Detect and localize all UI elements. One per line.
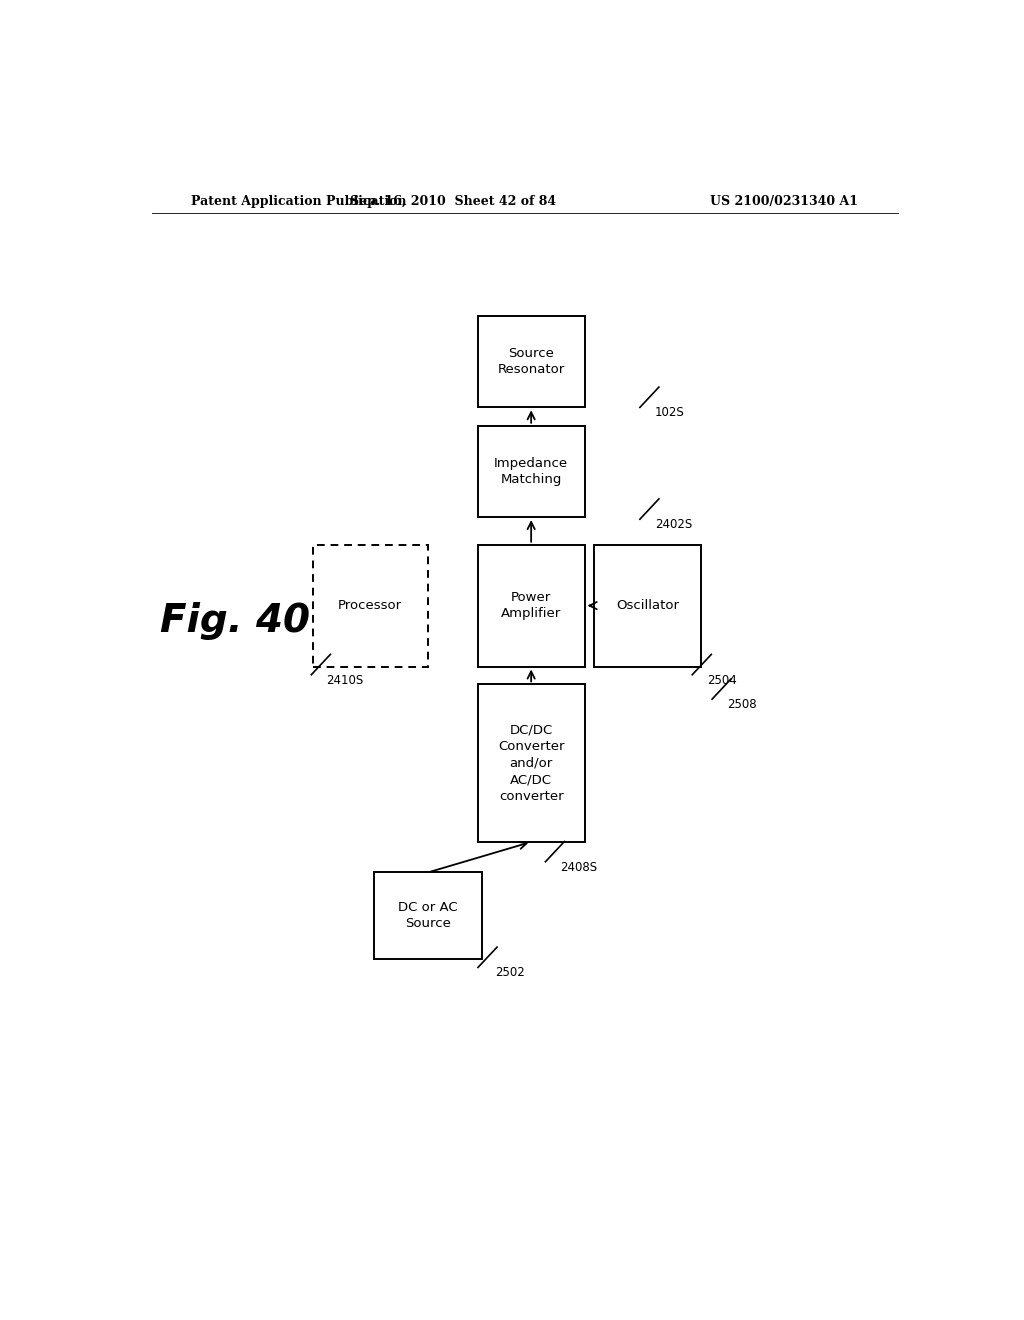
Bar [477,426,585,517]
Text: 2508: 2508 [727,698,757,711]
Text: Sep. 16, 2010  Sheet 42 of 84: Sep. 16, 2010 Sheet 42 of 84 [350,194,556,207]
Text: Power
Amplifier: Power Amplifier [501,591,561,620]
Text: DC/DC
Converter
and/or
AC/DC
converter: DC/DC Converter and/or AC/DC converter [498,723,564,803]
Text: 2402S: 2402S [655,519,692,531]
Text: 2408S: 2408S [560,861,598,874]
Bar [477,684,585,842]
Text: Oscillator: Oscillator [616,599,679,612]
Text: 2504: 2504 [708,673,737,686]
Text: US 2100/0231340 A1: US 2100/0231340 A1 [710,194,858,207]
Text: 2502: 2502 [495,966,524,979]
Bar [375,873,481,958]
Bar [594,545,701,667]
Text: Fig. 40: Fig. 40 [160,602,310,640]
Text: Patent Application Publication: Patent Application Publication [191,194,407,207]
Text: 2410S: 2410S [327,673,364,686]
Text: Impedance
Matching: Impedance Matching [495,457,568,486]
Text: DC or AC
Source: DC or AC Source [398,900,458,931]
Bar [477,545,585,667]
Text: 102S: 102S [655,407,685,420]
Bar [312,545,428,667]
Text: Processor: Processor [338,599,402,612]
Text: Source
Resonator: Source Resonator [498,347,565,376]
Bar [477,315,585,408]
